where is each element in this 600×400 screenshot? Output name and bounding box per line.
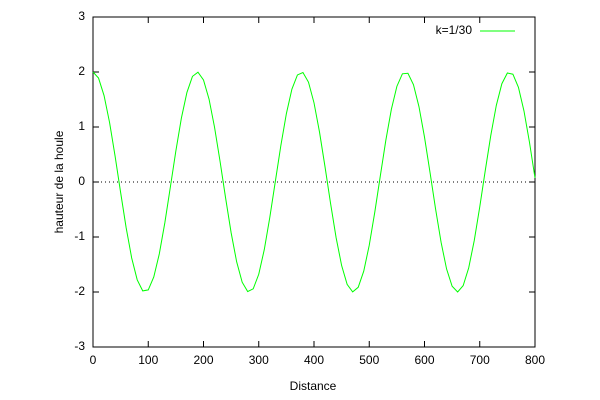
line-series xyxy=(92,71,536,293)
y-tick-label: 2 xyxy=(78,64,85,78)
x-tick-label: 400 xyxy=(304,353,324,367)
x-tick-label: 700 xyxy=(470,353,490,367)
y-axis-label: hauteur de la houle xyxy=(52,130,66,233)
x-tick-label: 200 xyxy=(193,353,213,367)
y-tick-label: -2 xyxy=(74,284,85,298)
y-tick-label: 1 xyxy=(78,119,85,133)
x-axis-label: Distance xyxy=(290,379,337,393)
x-tick-label: 800 xyxy=(525,353,545,367)
plot-frame xyxy=(92,16,536,348)
y-tick-label: 3 xyxy=(78,9,85,23)
x-tick-label: 0 xyxy=(90,353,97,367)
legend-label: k=1/30 xyxy=(436,23,473,37)
x-tick-label: 100 xyxy=(138,353,158,367)
x-tick-label: 600 xyxy=(414,353,434,367)
x-tick-label: 500 xyxy=(359,353,379,367)
y-tick-label: -1 xyxy=(74,229,85,243)
y-tick-label: 0 xyxy=(78,174,85,188)
y-tick-label: -3 xyxy=(74,339,85,353)
x-tick-label: 300 xyxy=(249,353,269,367)
